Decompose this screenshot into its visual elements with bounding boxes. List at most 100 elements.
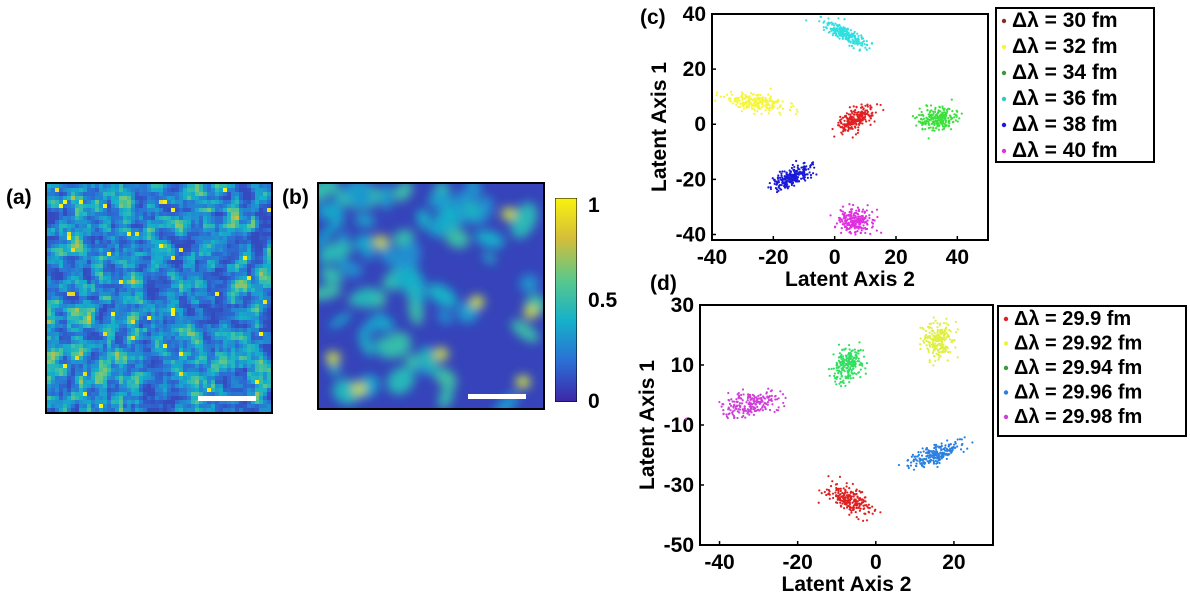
data-point xyxy=(853,499,856,503)
data-point xyxy=(834,34,838,37)
data-point xyxy=(934,120,937,123)
data-point xyxy=(956,328,959,331)
data-point xyxy=(927,456,930,459)
data-point xyxy=(758,107,761,110)
data-point xyxy=(938,324,941,327)
data-point xyxy=(765,105,768,108)
data-point xyxy=(837,359,841,362)
data-point xyxy=(736,101,739,104)
data-point xyxy=(932,449,935,453)
data-point xyxy=(864,115,867,119)
data-point xyxy=(850,32,853,35)
data-point xyxy=(767,112,770,115)
data-point xyxy=(845,354,848,358)
data-point xyxy=(844,488,847,492)
data-point xyxy=(740,402,744,405)
data-point xyxy=(928,331,931,334)
data-point xyxy=(843,494,846,497)
data-point xyxy=(919,337,922,340)
data-point xyxy=(805,19,808,22)
x-tick-label: -20 xyxy=(782,551,812,574)
data-point xyxy=(928,113,931,116)
data-point xyxy=(765,392,768,395)
data-point xyxy=(947,453,950,456)
data-point xyxy=(842,507,846,510)
data-point xyxy=(838,29,841,32)
data-point xyxy=(774,394,777,398)
data-point xyxy=(788,178,791,181)
data-point xyxy=(950,341,954,344)
data-point xyxy=(840,495,843,498)
data-point xyxy=(810,161,814,165)
data-point xyxy=(777,397,780,400)
data-point xyxy=(937,356,941,359)
data-point xyxy=(753,104,757,108)
data-point xyxy=(933,115,937,118)
data-point xyxy=(868,114,871,117)
data-point xyxy=(932,459,935,462)
data-point xyxy=(928,360,931,364)
data-point xyxy=(953,446,956,449)
data-point xyxy=(748,405,751,408)
data-point xyxy=(803,176,806,179)
data-point xyxy=(842,217,845,220)
data-point xyxy=(803,177,806,181)
data-point xyxy=(840,34,843,38)
data-point xyxy=(855,113,858,116)
data-point xyxy=(856,131,859,134)
data-point xyxy=(773,178,776,181)
data-point xyxy=(947,107,950,110)
data-point xyxy=(840,28,843,31)
data-point xyxy=(770,394,773,397)
data-point xyxy=(859,221,862,225)
data-point xyxy=(844,114,848,118)
data-point xyxy=(753,400,756,403)
data-point xyxy=(835,29,838,32)
data-point xyxy=(853,211,856,215)
data-point xyxy=(934,117,937,120)
data-point xyxy=(755,94,758,97)
data-point xyxy=(850,215,853,218)
data-point xyxy=(843,18,846,21)
data-point xyxy=(735,407,738,411)
data-point xyxy=(827,31,830,34)
data-point xyxy=(836,495,839,498)
data-point xyxy=(795,180,799,183)
data-point xyxy=(828,374,831,377)
data-point xyxy=(828,497,831,500)
data-point xyxy=(771,403,774,406)
data-point xyxy=(738,105,742,109)
data-point xyxy=(941,105,944,108)
data-point xyxy=(826,24,829,27)
data-point xyxy=(953,116,956,119)
data-point xyxy=(786,185,789,188)
data-point xyxy=(942,448,945,451)
data-point xyxy=(852,116,855,119)
data-point xyxy=(849,351,852,355)
data-point xyxy=(860,214,864,218)
data-point xyxy=(856,502,859,505)
data-point xyxy=(865,222,869,225)
data-point xyxy=(745,401,748,404)
data-point xyxy=(909,461,913,464)
data-point xyxy=(794,112,798,116)
data-point xyxy=(954,119,957,122)
data-point xyxy=(740,397,743,400)
data-point xyxy=(864,215,868,218)
y-tick-label: -20 xyxy=(676,168,706,191)
data-point xyxy=(933,443,936,446)
data-point xyxy=(777,179,780,183)
data-point xyxy=(756,405,759,408)
data-point xyxy=(779,390,782,393)
data-point xyxy=(857,352,860,355)
data-point xyxy=(851,120,855,123)
legend-marker xyxy=(1003,341,1009,346)
data-point xyxy=(843,500,846,503)
data-point xyxy=(837,490,840,493)
data-point xyxy=(787,185,790,188)
data-point xyxy=(876,215,879,219)
data-point xyxy=(864,46,867,49)
data-point xyxy=(942,108,945,112)
data-point xyxy=(753,109,757,112)
data-point xyxy=(940,116,943,120)
